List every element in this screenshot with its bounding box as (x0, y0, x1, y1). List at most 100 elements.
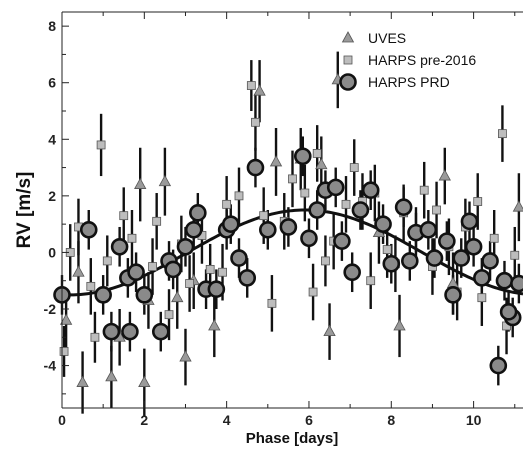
uves-point (105, 370, 118, 382)
harps-prd-point (326, 178, 345, 197)
harps-prd-point (259, 221, 277, 239)
markers-layer (53, 73, 523, 387)
y-tick-label: 4 (48, 131, 56, 147)
uves-point (269, 155, 283, 167)
harps-pre-2016-point (127, 233, 137, 243)
harps-prd-point (394, 198, 413, 216)
x-tick-label: 4 (223, 412, 231, 428)
uves-point (76, 375, 89, 387)
harps-prd-point (230, 249, 248, 267)
harps-prd-point (151, 322, 170, 341)
uves-point (393, 319, 406, 331)
uves-point (72, 265, 85, 277)
harps-prd-point (444, 286, 462, 304)
y-tick-label: -2 (44, 301, 57, 317)
uves-point (171, 290, 184, 303)
harps-prd-point (110, 237, 129, 256)
harps-pre-2016-point (185, 279, 194, 288)
harps-prd-point (300, 229, 318, 248)
y-tick-label: 0 (48, 244, 56, 260)
harps-prd-point (495, 271, 514, 290)
harps-prd-point (382, 254, 401, 273)
harps-pre-2016-point (234, 191, 244, 201)
legend-marker (343, 55, 353, 65)
harps-pre-2016-point (152, 216, 162, 226)
y-tick-label: -4 (44, 358, 57, 374)
harps-pre-2016-point (218, 267, 227, 277)
harps-prd-point (361, 181, 380, 199)
uves-point (134, 177, 147, 189)
harps-pre-2016-point (102, 256, 112, 266)
legend-label: UVES (368, 30, 406, 46)
harps-prd-point (94, 286, 112, 304)
uves-point (59, 313, 73, 325)
x-tick-label: 2 (140, 412, 148, 428)
uves-point (438, 169, 451, 181)
y-tick-label: 6 (48, 75, 56, 91)
harps-prd-point (452, 249, 471, 267)
harps-pre-2016-point (477, 293, 487, 303)
harps-prd-point (489, 356, 508, 375)
harps-pre-2016-point (259, 211, 269, 221)
harps-pre-2016-point (473, 197, 483, 206)
legend: UVES HARPS pre-2016 HARPS PRD (339, 30, 476, 91)
harps-pre-2016-point (119, 211, 129, 221)
harps-prd-point (343, 263, 361, 282)
harps-prd-point (102, 322, 121, 341)
uves-point (158, 174, 172, 187)
harps-pre-2016-point (251, 117, 260, 127)
harps-prd-point (308, 201, 326, 219)
harps-pre-2016-point (308, 287, 318, 297)
harps-prd-point (425, 249, 444, 267)
harps-pre-2016-point (90, 332, 100, 342)
legend-label: HARPS pre-2016 (368, 52, 476, 68)
harps-pre-2016-point (432, 205, 441, 215)
legend-label: HARPS PRD (368, 74, 450, 90)
y-tick-label: 2 (48, 188, 56, 204)
harps-prd-point (164, 260, 182, 279)
harps-pre-2016-point (222, 199, 232, 209)
x-tick-label: 10 (466, 412, 482, 428)
uves-point (179, 350, 192, 362)
harps-prd-point (351, 201, 370, 219)
uves-point (323, 324, 336, 337)
axes-layer: 0 2 4 6 8 10 -4 -2 0 2 4 6 8 (44, 11, 523, 428)
harps-prd-point (499, 303, 518, 321)
y-axis-title: RV [m/s] (14, 172, 35, 249)
harps-pre-2016-point (164, 310, 174, 320)
harps-pre-2016-point (59, 347, 69, 356)
harps-prd-point (374, 215, 392, 233)
harps-pre-2016-point (382, 245, 392, 255)
legend-marker (339, 73, 357, 91)
harps-prd-point (189, 204, 207, 222)
harps-prd-point (481, 252, 499, 270)
harps-prd-point (135, 286, 154, 304)
harps-pre-2016-point (288, 174, 297, 184)
harps-prd-point (221, 215, 240, 233)
harps-pre-2016-point (510, 250, 520, 260)
harps-pre-2016-point (349, 163, 359, 172)
harps-pre-2016-point (321, 256, 330, 266)
harps-prd-point (510, 274, 523, 293)
uves-point (208, 319, 221, 331)
harps-prd-point (464, 237, 483, 256)
x-tick-label: 6 (305, 412, 313, 428)
harps-prd-point (279, 218, 298, 236)
harps-prd-point (401, 252, 419, 270)
harps-pre-2016-point (205, 264, 215, 274)
harps-pre-2016-point (366, 276, 376, 286)
harps-prd-point (79, 221, 98, 239)
harps-prd-point (176, 237, 195, 256)
harps-pre-2016-point (148, 262, 157, 271)
harps-prd-point (121, 322, 139, 341)
harps-pre-2016-point (300, 188, 310, 198)
uves-point (253, 84, 266, 96)
uves-point (138, 375, 151, 387)
harps-pre-2016-point (267, 298, 277, 308)
harps-pre-2016-point (341, 199, 351, 209)
uves-point (512, 200, 523, 212)
x-tick-label: 8 (387, 412, 395, 428)
y-tick-label: 8 (48, 18, 56, 34)
harps-pre-2016-point (86, 281, 96, 291)
